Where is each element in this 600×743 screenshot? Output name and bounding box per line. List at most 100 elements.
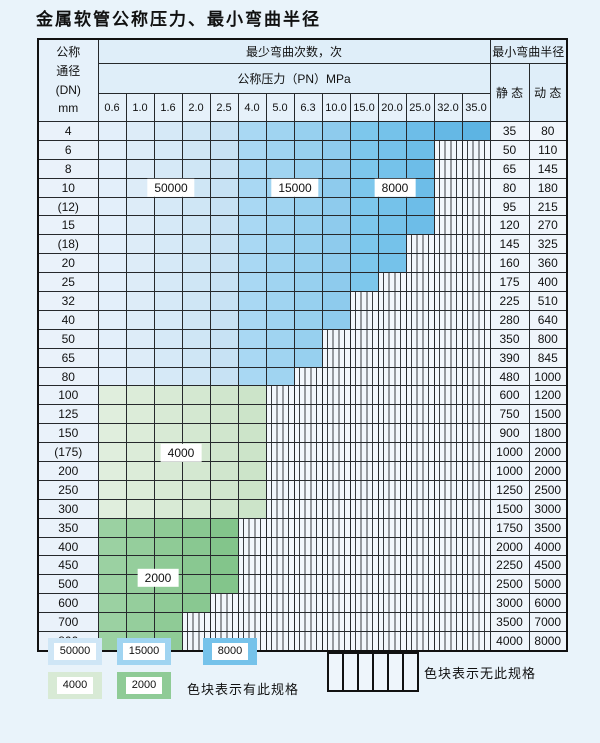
pn-cell (433, 631, 463, 652)
dn-cell: 250 (37, 479, 99, 500)
pn-cell (293, 461, 323, 481)
pn-cell (293, 139, 323, 160)
pn-cell (433, 272, 463, 293)
pn-cell (405, 536, 435, 557)
pn-cell (349, 536, 379, 557)
pn-column-header: 2.0 (181, 93, 211, 122)
pn-cell (293, 517, 323, 538)
pn-cell (181, 555, 211, 576)
pn-cell (265, 272, 295, 293)
pn-cell (265, 385, 295, 406)
pn-cell (265, 328, 295, 349)
pn-cell (265, 517, 295, 538)
pn-cell (321, 347, 351, 368)
pn-cell (377, 461, 407, 481)
pn-cell (321, 479, 351, 500)
pn-cell (237, 215, 267, 236)
table-row: 25 175 400 (37, 272, 568, 293)
pn-cell (237, 347, 267, 368)
dn-cell: 600 (37, 593, 99, 614)
pn-cell (433, 593, 463, 614)
table-row: 80 480 1000 (37, 366, 568, 387)
static-radius-cell: 750 (489, 404, 530, 425)
pn-column-header: 10.0 (321, 93, 351, 122)
pn-cell (349, 139, 379, 160)
pn-cell (153, 196, 183, 217)
pn-cell (97, 442, 127, 463)
pn-cell (349, 215, 379, 236)
pn-cell (209, 121, 239, 141)
pn-cell (209, 139, 239, 160)
pn-cell (349, 498, 379, 519)
pn-cell (209, 442, 239, 463)
pn-cell (433, 536, 463, 557)
pn-cell (265, 196, 295, 217)
pn-cell (461, 366, 491, 387)
pn-cell (461, 347, 491, 368)
pn-cell (293, 479, 323, 500)
pn-cell (461, 479, 491, 500)
pn-cell (349, 328, 379, 349)
pn-cell (461, 404, 491, 425)
table-row: 8 65 145 (37, 158, 568, 179)
dn-cell: 300 (37, 498, 99, 519)
pn-cell (181, 498, 211, 519)
dn-cell: 8 (37, 158, 99, 179)
table-row: 350 1750 3500 (37, 517, 568, 538)
dn-cell: 150 (37, 423, 99, 444)
dynamic-radius-cell: 1500 (528, 404, 568, 425)
pn-cell (349, 479, 379, 500)
pn-cell (265, 612, 295, 633)
pn-cell (433, 139, 463, 160)
pn-cell (349, 309, 379, 330)
pn-cell (405, 461, 435, 481)
pn-cell (293, 423, 323, 444)
pn-cell (237, 555, 267, 576)
dynamic-radius-cell: 80 (528, 121, 568, 141)
pn-cell (153, 121, 183, 141)
pn-cell (293, 309, 323, 330)
pn-cell (237, 291, 267, 311)
cycles-label-15000: 15000 (271, 178, 319, 198)
table-row: 700 3500 7000 (37, 612, 568, 633)
pn-cell (293, 196, 323, 217)
pn-cell (321, 253, 351, 274)
pn-cell (321, 272, 351, 293)
pn-cell (209, 177, 239, 198)
pn-cell (461, 139, 491, 160)
pn-cell (349, 555, 379, 576)
pn-cell (293, 366, 323, 387)
pn-cell (265, 593, 295, 614)
pn-cell (461, 385, 491, 406)
pn-cell (125, 139, 155, 160)
pn-cell (321, 366, 351, 387)
pn-cell (349, 253, 379, 274)
pn-cell (349, 631, 379, 652)
static-radius-cell: 480 (489, 366, 530, 387)
dynamic-radius-cell: 1200 (528, 385, 568, 406)
pn-cell (377, 121, 407, 141)
pn-cell (461, 177, 491, 198)
pn-cell (125, 442, 155, 463)
dn-cell: 32 (37, 291, 99, 311)
pn-cell (237, 328, 267, 349)
pn-cell (377, 366, 407, 387)
table-row: (12) 95 215 (37, 196, 568, 217)
pn-column-header: 6.3 (293, 93, 323, 122)
pn-cell (97, 404, 127, 425)
pn-column-header: 1.6 (153, 93, 183, 122)
pn-cell (433, 347, 463, 368)
static-radius-cell: 35 (489, 121, 530, 141)
pn-cell (209, 215, 239, 236)
pn-cell (97, 517, 127, 538)
pn-cell (209, 347, 239, 368)
pn-cell (125, 404, 155, 425)
dn-cell: 500 (37, 574, 99, 595)
pn-cell (377, 574, 407, 595)
dynamic-radius-cell: 800 (528, 328, 568, 349)
pn-cell (349, 158, 379, 179)
pn-cell (237, 309, 267, 330)
pn-cell (321, 291, 351, 311)
pn-cell (321, 593, 351, 614)
